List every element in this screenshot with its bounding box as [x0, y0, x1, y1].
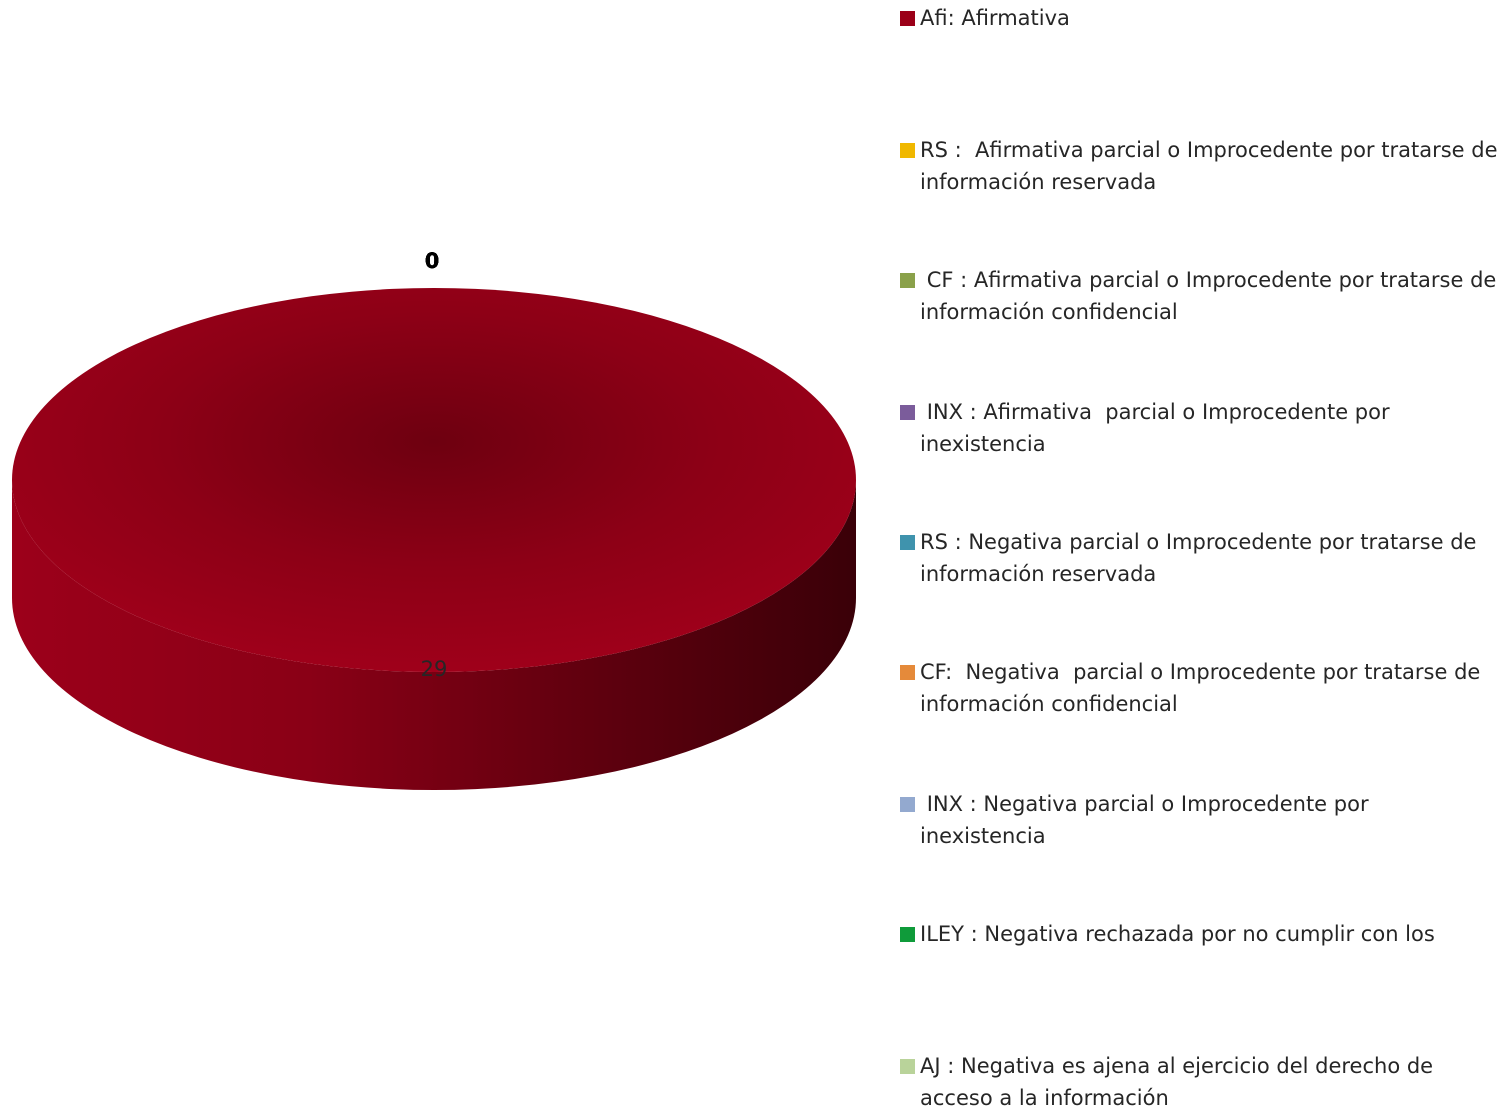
data-label-2: 0 — [425, 249, 440, 273]
data-label-7: 0 — [425, 249, 440, 273]
data-label-6: 0 — [425, 249, 440, 273]
legend-label-5: CF: Negativa parcial o Improcedente por … — [920, 660, 1488, 716]
pie-slices — [12, 288, 856, 790]
legend-swatch-8 — [900, 1059, 915, 1074]
legend-swatch-5 — [900, 665, 915, 680]
legend-label-4: RS : Negativa parcial o Improcedente por… — [920, 530, 1484, 586]
legend-swatch-4 — [900, 535, 915, 550]
data-label-1: 0 — [425, 249, 440, 273]
legend-swatch-2 — [900, 273, 915, 288]
legend-label-7: ILEY : Negativa rechazada por no cumplir… — [920, 922, 1435, 946]
data-label-8: 0 — [425, 249, 440, 273]
legend-label-1: RS : Afirmativa parcial o Improcedente p… — [920, 138, 1505, 194]
data-label-3: 0 — [425, 249, 440, 273]
legend-label-3: INX : Afirmativa parcial o Improcedente … — [920, 400, 1397, 456]
data-label-5: 0 — [425, 249, 440, 273]
data-label-0: 29 — [421, 657, 448, 681]
data-label-4: 0 — [425, 249, 440, 273]
legend-swatch-7 — [900, 927, 915, 942]
legend-swatch-1 — [900, 143, 915, 158]
legend-label-0: Afi: Afirmativa — [920, 6, 1070, 30]
legend-label-8: AJ : Negativa es ajena al ejercicio del … — [920, 1054, 1440, 1109]
legend-label-2: CF : Afirmativa parcial o Improcedente p… — [920, 268, 1504, 324]
legend-label-6: INX : Negativa parcial o Improcedente po… — [920, 792, 1376, 848]
pie-slice-0 — [12, 288, 856, 672]
legend-swatch-0 — [900, 11, 915, 26]
legend-swatch-3 — [900, 405, 915, 420]
pie-slice-side-0 — [12, 480, 856, 790]
legend-swatch-6 — [900, 797, 915, 812]
